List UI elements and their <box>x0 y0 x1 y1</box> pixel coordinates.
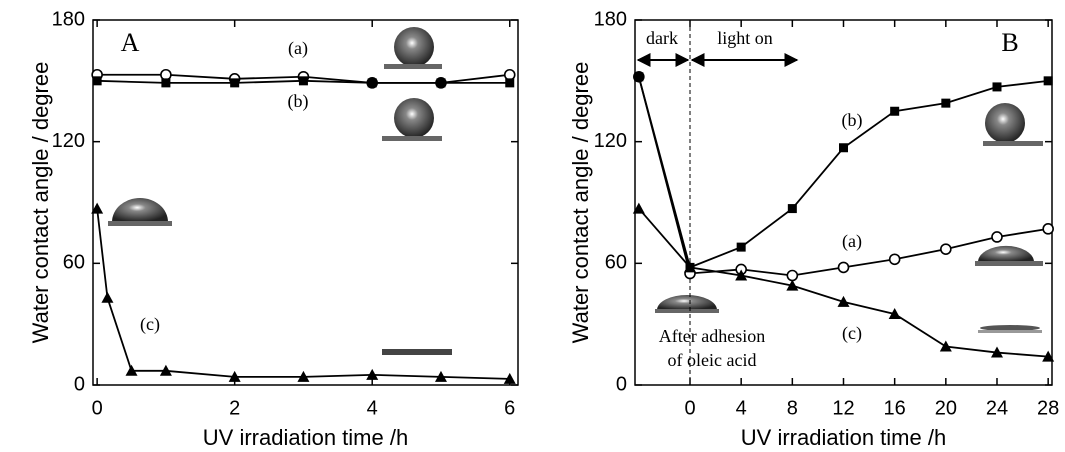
x-axis-label: UV irradiation time /h <box>741 425 946 450</box>
point <box>228 370 241 382</box>
point <box>125 364 138 376</box>
point <box>786 269 799 282</box>
point <box>434 370 447 382</box>
y-tick-label: 180 <box>52 8 85 30</box>
x-tick-label: 0 <box>92 397 103 419</box>
point <box>940 243 952 255</box>
y-tick-label: 0 <box>74 373 85 395</box>
x-tick-label: 4 <box>736 397 747 419</box>
annotation: After adhesion <box>659 326 765 346</box>
point <box>890 106 900 116</box>
point <box>161 78 171 88</box>
point <box>367 78 377 88</box>
point <box>888 308 901 320</box>
point <box>787 204 797 214</box>
point <box>503 68 516 81</box>
point <box>436 78 446 88</box>
point <box>634 72 644 82</box>
series-label: (b) <box>288 91 309 112</box>
annotation: light on <box>717 28 773 48</box>
y-axis-label: Water contact angle / degree <box>28 62 53 344</box>
x-tick-label: 6 <box>504 397 515 419</box>
point <box>230 78 240 88</box>
x-axis-label: UV irradiation time /h <box>203 425 408 450</box>
point <box>160 68 172 81</box>
point <box>992 82 1002 92</box>
y-tick-label: 120 <box>52 130 85 152</box>
series-label: (a) <box>288 38 308 59</box>
point <box>632 202 645 214</box>
x-tick-label: 2 <box>229 397 240 419</box>
point <box>298 76 308 86</box>
x-tick-label: 20 <box>935 397 957 419</box>
point <box>1043 76 1053 86</box>
y-tick-label: 180 <box>594 8 627 30</box>
y-tick-label: 120 <box>594 130 627 152</box>
annotation: of oleic acid <box>668 350 757 370</box>
plot-frame <box>92 19 519 386</box>
y-tick-label: 60 <box>63 252 85 274</box>
x-tick-label: 4 <box>367 397 378 419</box>
panel-label: B <box>1001 28 1018 57</box>
x-tick-label: 8 <box>787 397 798 419</box>
point <box>505 78 515 88</box>
point <box>941 98 951 108</box>
series-label: (c) <box>140 314 160 335</box>
point <box>736 242 746 252</box>
annotation: dark <box>646 28 678 48</box>
point <box>839 143 848 153</box>
point <box>297 370 310 382</box>
point <box>735 269 748 281</box>
point <box>837 295 850 307</box>
droplet-images <box>108 27 1043 355</box>
x-tick-label: 24 <box>986 397 1008 419</box>
point <box>1042 223 1054 235</box>
y-axis-label: Water contact angle / degree <box>568 62 593 344</box>
point <box>684 261 697 273</box>
series-label: (a) <box>842 231 862 252</box>
point <box>366 368 379 380</box>
point <box>939 340 952 352</box>
x-tick-label: 28 <box>1037 397 1059 419</box>
y-tick-label: 0 <box>616 373 627 395</box>
point <box>159 364 172 376</box>
y-tick-label: 60 <box>605 252 627 274</box>
point <box>837 261 850 274</box>
point <box>888 253 901 266</box>
point <box>990 346 1003 358</box>
series-label: (b) <box>842 110 863 131</box>
x-tick-label: 0 <box>684 397 695 419</box>
point <box>1042 350 1055 362</box>
point <box>92 76 102 86</box>
x-tick-label: 16 <box>884 397 906 419</box>
panel-label: A <box>121 28 140 57</box>
point <box>786 279 799 291</box>
point <box>503 372 516 384</box>
x-tick-label: 12 <box>832 397 854 419</box>
series-label: (c) <box>842 323 862 344</box>
point <box>91 202 104 214</box>
point <box>101 291 114 303</box>
point <box>991 231 1003 243</box>
